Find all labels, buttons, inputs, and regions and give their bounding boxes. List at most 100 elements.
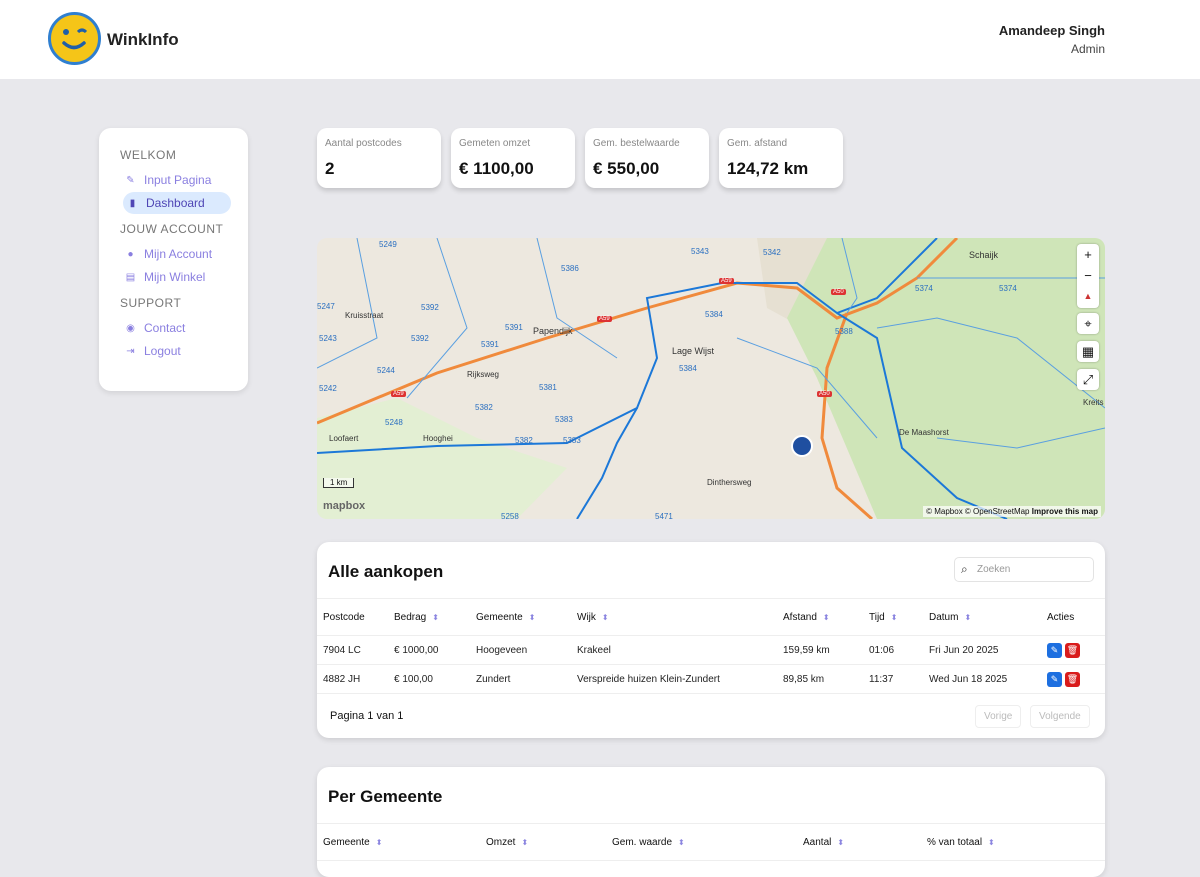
postcode-label: 5248 <box>385 418 403 427</box>
map-place-label: Papendijk <box>533 326 573 336</box>
column-label: Gemeente <box>323 836 370 848</box>
geolocate-button[interactable]: ⌖ <box>1077 313 1099 334</box>
next-button[interactable]: Volgende <box>1030 705 1090 728</box>
table-cell: 7904 LC <box>317 635 388 665</box>
per-gemeente-card: Per Gemeente Gemeente ⬍ Omzet ⬍ Gem. waarde ⬍… <box>317 767 1105 877</box>
delete-button[interactable]: 🗑 <box>1065 642 1080 658</box>
sidebar-item-label: Mijn Account <box>144 247 213 261</box>
postcode-label: 5391 <box>505 323 523 332</box>
sidebar-item-mijn-winkel[interactable]: ▤ Mijn Winkel <box>120 266 228 288</box>
search-input[interactable]: ⌕ Zoeken <box>954 557 1094 582</box>
user-icon: ● <box>127 248 134 260</box>
sidebar-item-label: Input Pagina <box>144 173 212 187</box>
winkinfo-logo[interactable] <box>48 12 101 65</box>
edit-button[interactable]: ✎ <box>1047 671 1062 687</box>
map-place-label: Kreits <box>1083 398 1104 407</box>
table-cell: 89,85 km <box>777 664 863 694</box>
bar-chart-icon: ▮ <box>129 197 136 209</box>
table-cell: 159,59 km <box>777 635 863 665</box>
column-label: Omzet <box>486 836 516 848</box>
column-label: Acties <box>1047 611 1075 623</box>
column-header[interactable]: Gem. waarde ⬍ <box>606 823 797 861</box>
sort-icon[interactable]: ⬍ <box>678 837 685 847</box>
sort-icon[interactable]: ⬍ <box>601 612 609 622</box>
edit-button[interactable]: ✎ <box>1047 642 1062 658</box>
sidebar-item-dashboard[interactable]: ▮ Dashboard <box>123 192 231 214</box>
sidebar-item-contact[interactable]: ◉ Contact <box>120 317 228 339</box>
sort-icon[interactable]: ⬍ <box>822 612 830 622</box>
logout-icon: ⇥ <box>126 345 135 357</box>
zoom-controls: + − ▲ <box>1077 244 1099 308</box>
road-shield: A59 <box>391 391 406 397</box>
previous-button[interactable]: Vorige <box>975 705 1022 728</box>
sidebar-item-input-pagina[interactable]: ✎ Input Pagina <box>120 169 228 191</box>
sort-icon[interactable]: ⬍ <box>375 837 383 847</box>
sidebar-item-label: Dashboard <box>146 196 205 210</box>
table-row: 7904 LC € 1000,00 Hoogeveen Krakeel 159,59 k… <box>317 635 1105 665</box>
postcode-label: 5374 <box>999 284 1017 293</box>
compass-icon[interactable]: ▲ <box>1083 291 1093 301</box>
stat-value: € 1100,00 <box>459 159 534 178</box>
postcode-label: 5383 <box>563 436 581 445</box>
stat-gem-bestelwaarde: Gem. bestelwaarde € 550,00 <box>585 128 709 188</box>
delete-button[interactable]: 🗑 <box>1065 671 1080 687</box>
column-label: Postcode <box>323 611 365 623</box>
attribution-text[interactable]: © Mapbox © OpenStreetMap <box>926 507 1030 516</box>
sort-icon[interactable]: ⬍ <box>432 612 439 622</box>
stat-label: Aantal postcodes <box>325 138 402 149</box>
store-marker[interactable] <box>791 435 813 457</box>
column-header[interactable]: Tijd ⬍ <box>863 598 923 636</box>
user-info[interactable]: Amandeep Singh Admin <box>999 23 1105 56</box>
improve-map-link[interactable]: Improve this map <box>1031 507 1098 516</box>
postcode-label: 5374 <box>915 284 933 293</box>
column-header[interactable]: Afstand ⬍ <box>777 598 863 636</box>
road-shield: A50 <box>831 289 846 295</box>
column-header[interactable]: Datum ⬍ <box>923 598 1041 636</box>
column-header[interactable]: Aantal ⬍ <box>797 823 921 861</box>
postcode-label: 5382 <box>475 403 493 412</box>
sort-icon[interactable]: ⬍ <box>837 837 845 847</box>
sidebar-item-label: Mijn Winkel <box>144 270 206 284</box>
table-cell: 4882 JH <box>317 664 388 694</box>
table-cell: Zundert <box>470 664 571 694</box>
sort-icon[interactable]: ⬍ <box>890 612 898 622</box>
purchases-card: Alle aankopen ⌕ Zoeken Postcode Bedrag ⬍ Gem… <box>317 542 1105 738</box>
map-canvas[interactable] <box>317 238 1105 519</box>
map-place-label: Rijksweg <box>467 370 500 379</box>
column-header[interactable]: Wijk ⬍ <box>571 598 777 636</box>
sidebar-item-logout[interactable]: ⇥ Logout <box>120 340 228 362</box>
fullscreen-button[interactable]: ⤢ <box>1077 369 1099 390</box>
calculator-button[interactable]: ▦ <box>1077 341 1099 362</box>
map-place-label: De Maashorst <box>899 428 949 437</box>
stat-aantal-postcodes: Aantal postcodes 2 <box>317 128 441 188</box>
mapbox-logo[interactable]: mapbox <box>323 500 366 512</box>
map[interactable]: Schaijk Papendijk Lage Wijst Kruisstraat De … <box>317 238 1105 519</box>
column-header[interactable]: Bedrag ⬍ <box>388 598 470 636</box>
column-header[interactable]: Gemeente ⬍ <box>470 598 571 636</box>
column-header[interactable]: % van totaal ⬍ <box>921 823 1105 861</box>
column-header[interactable]: Omzet ⬍ <box>480 823 606 861</box>
purchases-table: Postcode Bedrag ⬍ Gemeente ⬍ Wijk ⬍ Afstand ⬍ Tij… <box>317 598 1105 694</box>
postcode-label: 5388 <box>835 327 853 336</box>
sort-icon[interactable]: ⬍ <box>988 837 995 847</box>
map-place-label: Hooghei <box>423 434 453 443</box>
sidebar-section-support: SUPPORT <box>120 296 182 310</box>
column-header: Acties <box>1041 598 1105 636</box>
table-cell: 01:06 <box>863 635 923 665</box>
purchases-title: Alle aankopen <box>328 562 444 581</box>
zoom-out-button[interactable]: − <box>1084 268 1092 283</box>
sort-icon[interactable]: ⬍ <box>964 612 972 622</box>
sidebar-item-mijn-account[interactable]: ● Mijn Account <box>120 243 228 265</box>
postcode-label: 5392 <box>421 303 439 312</box>
zoom-in-button[interactable]: + <box>1084 247 1092 262</box>
per-gemeente-title: Per Gemeente <box>328 787 443 806</box>
sidebar-item-label: Contact <box>144 321 186 335</box>
sort-icon[interactable]: ⬍ <box>528 612 536 622</box>
postcode-label: 5381 <box>539 383 557 392</box>
brand-name: WinkInfo <box>107 30 179 49</box>
column-header[interactable]: Gemeente ⬍ <box>317 823 480 861</box>
per-gemeente-table: Gemeente ⬍ Omzet ⬍ Gem. waarde ⬍ Aantal ⬍% van … <box>317 823 1105 861</box>
postcode-label: 5384 <box>705 310 723 319</box>
sort-icon[interactable]: ⬍ <box>521 837 529 847</box>
actions-cell: ✎ 🗑 <box>1041 664 1105 694</box>
